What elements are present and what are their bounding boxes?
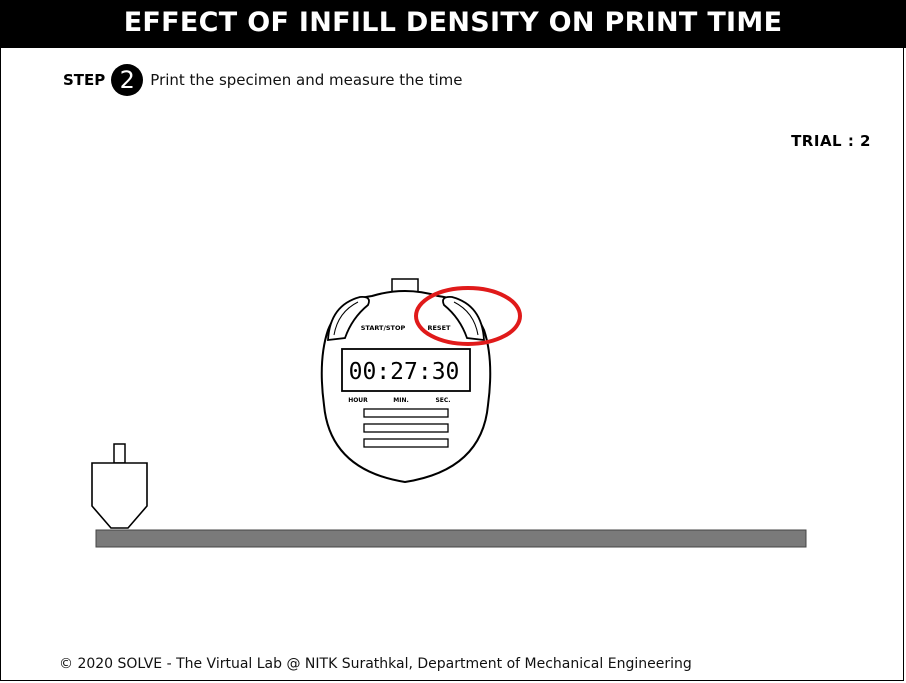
- nozzle-head: [91, 462, 148, 529]
- reset-highlight-ring[interactable]: [414, 286, 522, 346]
- reset-button[interactable]: [442, 296, 485, 342]
- lap-bar: [363, 438, 449, 448]
- start-stop-button-edge: [333, 301, 359, 336]
- step-number-badge: 2: [111, 64, 144, 96]
- reset-label: RESET: [427, 324, 451, 332]
- unit-min-label: MIN.: [393, 397, 409, 404]
- start-stop-label: START/STOP: [361, 324, 406, 332]
- start-stop-button[interactable]: [327, 296, 370, 342]
- unit-sec-label: SEC.: [435, 397, 450, 404]
- stopwatch-display: [341, 348, 471, 392]
- footer-copyright: © 2020 SOLVE - The Virtual Lab @ NITK Su…: [59, 656, 692, 672]
- step-indicator: STEP 2 Print the specimen and measure th…: [63, 64, 462, 96]
- trial-indicator: TRIAL : 2: [791, 132, 871, 150]
- unit-hour-label: HOUR: [348, 397, 368, 404]
- reset-button-edge: [453, 301, 479, 336]
- nozzle-stem: [113, 443, 126, 464]
- page-title: EFFECT OF INFILL DENSITY ON PRINT TIME: [0, 0, 906, 48]
- stopwatch-time-readout: 00:27:30: [349, 359, 460, 385]
- build-plate: [95, 529, 807, 548]
- print-nozzle: [91, 443, 148, 529]
- lap-bar: [363, 408, 449, 418]
- step-instruction: Print the specimen and measure the time: [150, 71, 463, 89]
- lap-bar: [363, 423, 449, 433]
- stopwatch: START/STOP RESET 00:27:30 HOUR MIN. SEC.: [320, 278, 492, 484]
- step-label: STEP: [63, 71, 106, 89]
